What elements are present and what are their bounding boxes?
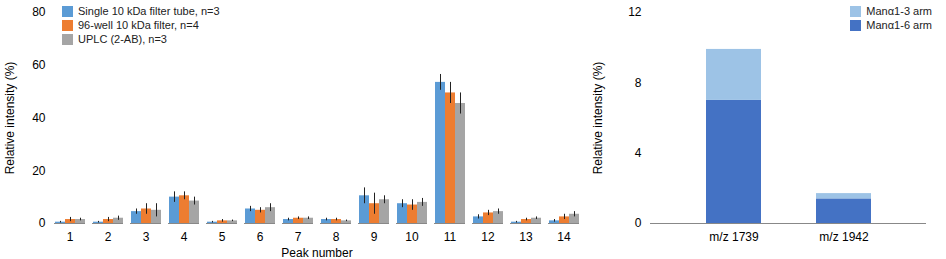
svg-text:0: 0 — [39, 216, 46, 230]
svg-text:m/z 1942: m/z 1942 — [819, 230, 869, 244]
svg-text:9: 9 — [371, 230, 378, 244]
svg-text:11: 11 — [444, 230, 457, 244]
svg-text:20: 20 — [32, 164, 46, 178]
svg-text:6: 6 — [257, 230, 264, 244]
svg-text:2: 2 — [105, 230, 112, 244]
svg-text:14: 14 — [557, 230, 571, 244]
svg-text:Relative intensity (%): Relative intensity (%) — [591, 62, 605, 175]
svg-text:Peak number: Peak number — [281, 246, 352, 259]
svg-text:80: 80 — [32, 5, 46, 19]
svg-text:60: 60 — [32, 58, 46, 72]
svg-text:40: 40 — [32, 111, 46, 125]
svg-text:12: 12 — [481, 230, 495, 244]
svg-text:5: 5 — [219, 230, 226, 244]
html-text:UPLC (2-AB), n=3: UPLC (2-AB), n=3 — [78, 33, 167, 45]
svg-text:10: 10 — [405, 230, 419, 244]
svg-text:1: 1 — [67, 230, 74, 244]
svg-text:4: 4 — [181, 230, 188, 244]
svg-text:Relative intensity (%): Relative intensity (%) — [3, 62, 17, 175]
svg-text:13: 13 — [519, 230, 533, 244]
svg-text:12: 12 — [628, 5, 642, 19]
html-text:96-well 10 kDa filter, n=4: 96-well 10 kDa filter, n=4 — [78, 19, 199, 31]
html-text:Manα1-6 arm: Manα1-6 arm — [866, 19, 932, 31]
svg-text:8: 8 — [333, 230, 340, 244]
svg-text:7: 7 — [295, 230, 302, 244]
html-text:Single 10 kDa filter tube, n=3: Single 10 kDa filter tube, n=3 — [78, 5, 220, 17]
svg-text:m/z 1739: m/z 1739 — [709, 230, 759, 244]
svg-text:8: 8 — [635, 76, 642, 90]
svg-text:4: 4 — [635, 146, 642, 160]
svg-text:0: 0 — [635, 216, 642, 230]
html-text:Manα1-3 arm: Manα1-3 arm — [866, 5, 932, 17]
svg-text:3: 3 — [143, 230, 150, 244]
